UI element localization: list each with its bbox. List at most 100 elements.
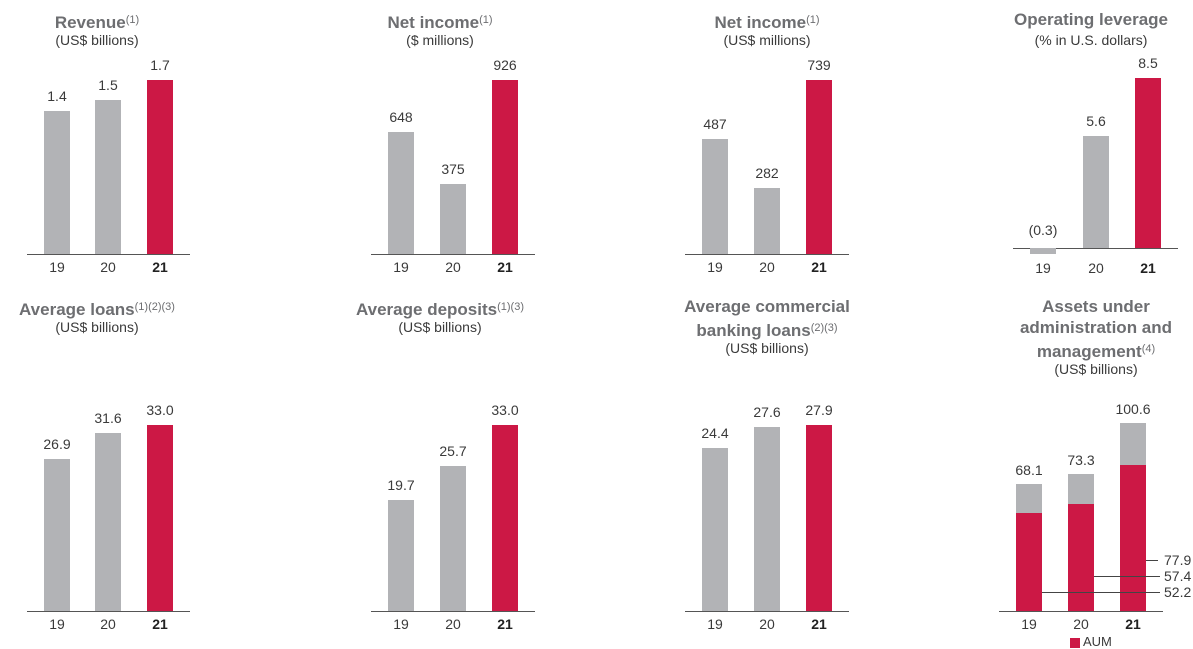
x-tick-label: 21: [152, 616, 168, 632]
chart-title: Average commercial: [684, 297, 850, 316]
data-label: 1.4: [47, 87, 67, 104]
chart-subtitle: (US$ billions): [55, 319, 139, 335]
chart-title: Operating leverage: [1013, 10, 1168, 29]
x-tick-label: 19: [1021, 616, 1037, 632]
data-label: 739: [807, 57, 831, 73]
x-tick-label: 19: [707, 259, 723, 275]
aum-leader-line: [1042, 592, 1160, 593]
footnote-ref: (1): [125, 14, 140, 26]
bar-total-20: [1068, 474, 1094, 504]
x-axis-baseline: [1013, 248, 1178, 249]
x-tick-label: 21: [811, 616, 827, 632]
data-label: 73.3: [1067, 452, 1095, 469]
aum-value-label: 52.2: [1164, 584, 1192, 600]
x-tick-label: 19: [49, 616, 65, 632]
bar-20: [754, 187, 780, 254]
aum-value-label: 57.4: [1164, 568, 1192, 584]
data-label: 1.5: [98, 77, 118, 94]
data-label: 19.7: [387, 476, 415, 493]
footnote-ref: (4): [1141, 343, 1156, 355]
chart-subtitle: (US$ billions): [55, 32, 139, 48]
bar-19: [1030, 248, 1056, 254]
x-tick-label: 21: [497, 616, 513, 632]
footnote-ref: (1)(2)(3): [134, 301, 175, 313]
chart-title: administration and: [1019, 318, 1173, 337]
data-label: 31.6: [94, 409, 122, 426]
x-tick-label: 21: [1125, 616, 1141, 632]
chart-subtitle: (US$ millions): [723, 32, 811, 48]
bar-19: [44, 110, 70, 254]
chart-title: Average loans(1)(2)(3): [19, 300, 175, 319]
footnote-ref: (1): [806, 14, 820, 26]
footnote-ref: (2)(3): [810, 322, 838, 334]
x-axis-baseline: [371, 611, 535, 612]
bar-21: [147, 80, 173, 254]
aum-leader-line: [1094, 576, 1160, 577]
chart-title: Net income(1): [387, 13, 493, 32]
x-tick-label: 19: [49, 259, 65, 275]
bar-total-19: [1016, 483, 1042, 514]
x-tick-label: 20: [445, 259, 461, 275]
legend-swatch-aum: [1070, 638, 1080, 648]
bar-19: [44, 459, 70, 611]
data-label: (0.3): [1028, 222, 1058, 238]
chart-subtitle: (% in U.S. dollars): [1034, 32, 1148, 48]
data-label: 33.0: [146, 402, 174, 418]
x-tick-label: 21: [497, 259, 513, 275]
data-label: 648: [389, 109, 413, 126]
bar-21: [1135, 78, 1161, 248]
footnote-ref: (1)(3): [497, 301, 524, 313]
x-tick-label: 19: [707, 616, 723, 632]
bar-21: [492, 80, 518, 254]
data-label: 375: [441, 160, 465, 177]
x-tick-label: 21: [811, 259, 827, 275]
bar-20: [440, 183, 466, 254]
chart-title: Assets under: [1042, 297, 1150, 316]
chart-title: banking loans(2)(3): [696, 321, 838, 340]
bar-19: [702, 448, 728, 611]
data-label: 25.7: [439, 443, 467, 460]
bar-21: [492, 425, 518, 611]
data-label: 27.6: [753, 404, 781, 420]
data-label: 26.9: [43, 436, 71, 453]
bar-19: [388, 132, 414, 254]
bar-aum-19: [1016, 513, 1042, 611]
data-label: 5.6: [1086, 113, 1106, 129]
data-label: 487: [703, 116, 727, 133]
footnote-ref: (1): [479, 14, 493, 26]
chart-subtitle: (US$ billions): [1054, 361, 1138, 377]
x-axis-baseline: [27, 611, 190, 612]
x-tick-label: 20: [759, 259, 775, 275]
x-tick-label: 20: [759, 616, 775, 632]
chart-subtitle: (US$ billions): [725, 340, 809, 356]
x-tick-label: 20: [1088, 260, 1104, 276]
chart-title: Net income(1): [714, 13, 820, 32]
aum-leader-line: [1146, 560, 1158, 561]
bar-aum-21: [1120, 465, 1146, 611]
bar-19: [702, 139, 728, 254]
bar-20: [440, 466, 466, 611]
chart-subtitle: (US$ billions): [398, 319, 482, 335]
chart-title: Revenue(1): [54, 13, 140, 32]
bar-21: [806, 80, 832, 254]
x-axis-baseline: [685, 611, 849, 612]
bar-aum-20: [1068, 503, 1094, 611]
bar-20: [1083, 136, 1109, 248]
x-axis-baseline: [999, 611, 1163, 612]
data-label: 926: [493, 57, 517, 73]
x-tick-label: 20: [100, 616, 116, 632]
bar-total-21: [1120, 423, 1146, 466]
x-tick-label: 21: [1140, 260, 1156, 276]
data-label: 282: [755, 164, 779, 181]
bar-20: [95, 100, 121, 254]
x-tick-label: 20: [100, 259, 116, 275]
data-label: 1.7: [150, 57, 170, 73]
data-label: 27.9: [805, 402, 833, 418]
data-label: 24.4: [701, 425, 729, 442]
bar-20: [95, 432, 121, 611]
x-tick-label: 20: [445, 616, 461, 632]
x-tick-label: 20: [1073, 616, 1089, 632]
bar-21: [806, 425, 832, 611]
data-label: 100.6: [1115, 401, 1151, 417]
